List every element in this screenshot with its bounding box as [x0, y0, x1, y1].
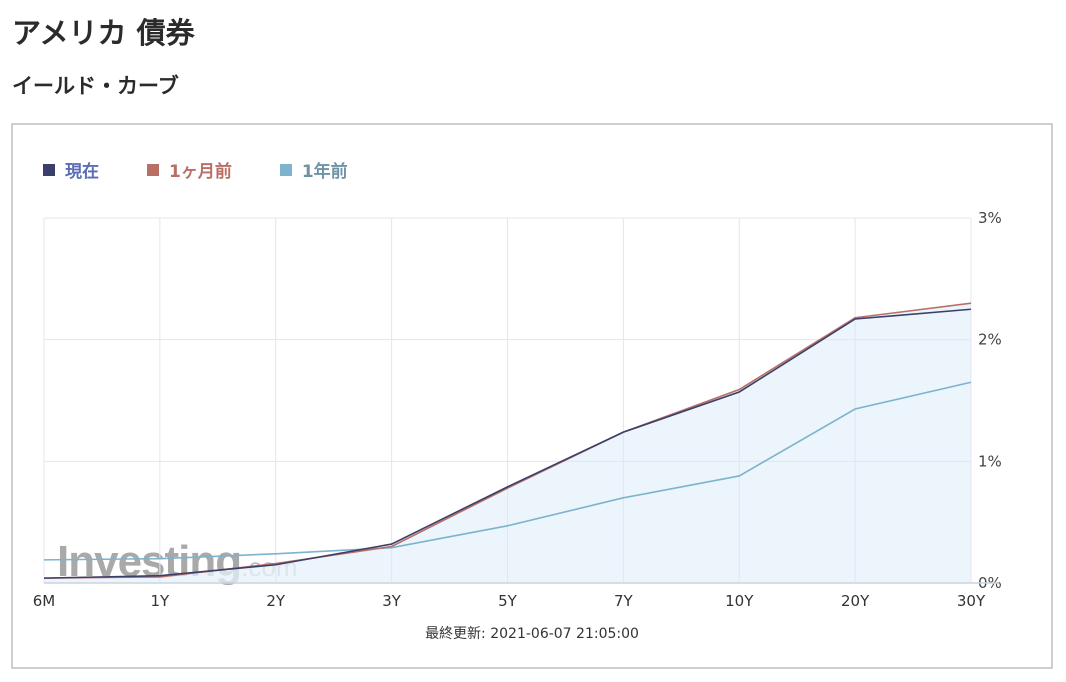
series-line-0 [43, 308, 972, 579]
y-tick-label: 3% [978, 209, 1002, 227]
x-tick-label: 7Y [614, 592, 634, 610]
legend-label: 現在 [65, 162, 99, 182]
legend-swatch [147, 163, 159, 176]
legend-label: 1ヶ月前 [169, 162, 232, 182]
y-tick-label: 1% [978, 452, 1002, 470]
chart-legend: 現在 1ヶ月前 1年前 [43, 157, 348, 182]
legend-swatch [279, 163, 292, 176]
x-tick-label: 3Y [382, 592, 402, 610]
legend-item-1-year-ago[interactable]: 1年前 [279, 157, 348, 182]
x-tick-label: 6M [33, 592, 56, 610]
x-tick-label: 5Y [498, 592, 518, 610]
x-tick-label: 30Y [957, 592, 986, 610]
x-tick-label: 2Y [266, 592, 286, 610]
y-tick-label: 2% [978, 331, 1002, 349]
legend-item-1-month-ago[interactable]: 1ヶ月前 [147, 157, 232, 182]
series-line-2 [43, 381, 972, 561]
chart-plot: 0%1%2%3%6M 1Y 2Y 3Y 5Y 7Y 10Y 20Y 30Y [33, 209, 1002, 610]
last-updated-text: 最終更新: 2021-06-07 21:05:00 [425, 626, 639, 642]
x-tick-label: 1Y [151, 592, 171, 610]
legend-item-current[interactable]: 現在 [43, 157, 99, 182]
x-tick-label: 20Y [841, 592, 870, 610]
yield-curve-chart: 現在 1ヶ月前 1年前 Investing.com 0%1%2%3%6M1Y2Y… [11, 123, 1053, 669]
legend-label: 1年前 [301, 162, 348, 182]
x-tick-label: 10Y [725, 592, 754, 610]
section-title: イールド・カーブ [12, 74, 179, 98]
legend-swatch [43, 163, 55, 176]
page-title: アメリカ 債券 [12, 16, 195, 50]
